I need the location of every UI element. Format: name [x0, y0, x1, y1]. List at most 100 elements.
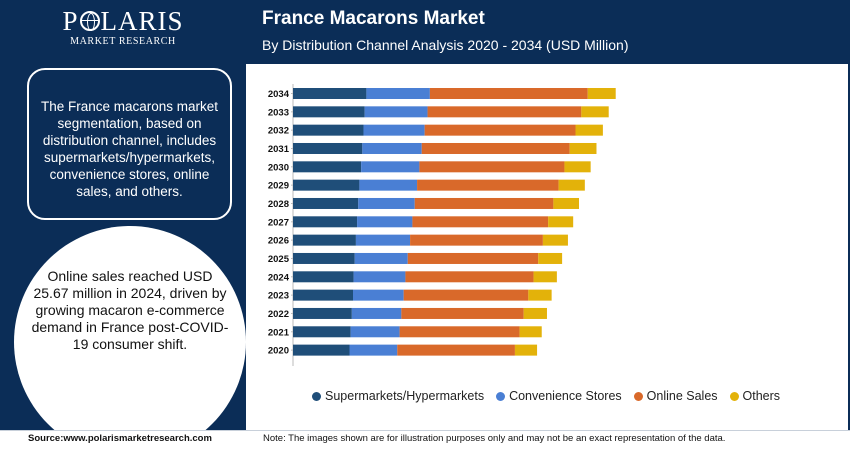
bar-segment	[397, 344, 515, 356]
header-band	[246, 0, 850, 64]
brand-name-first: P	[62, 6, 79, 36]
sidebar-panel: P LARIS MARKET RESEARCH The France macaro…	[0, 0, 246, 430]
bar-segment	[350, 326, 400, 338]
bar-segment	[424, 124, 576, 136]
bar-segment	[363, 124, 425, 136]
footer-bar	[0, 430, 850, 450]
bar-segment	[410, 234, 543, 246]
bar-segment	[359, 179, 418, 191]
legend-swatch	[312, 391, 321, 401]
bar-segment	[523, 307, 547, 319]
bar-segment	[293, 307, 352, 319]
globe-icon	[79, 11, 100, 31]
chart-legend: Supermarkets/Hypermarkets Convenience Sto…	[312, 389, 792, 403]
bar-segment	[351, 307, 402, 319]
chart-svg: 2034 2033 2032 2031 2030 2029 2028 2027 2026 2025…	[268, 84, 616, 366]
bar-segment	[362, 142, 422, 154]
y-tick-label: 2030	[268, 162, 289, 173]
legend-swatch	[729, 391, 739, 401]
bar-segment	[519, 326, 542, 338]
bar-segment	[575, 124, 603, 136]
bar-segment	[293, 252, 355, 264]
bar-segment	[427, 106, 582, 118]
bar-segment	[553, 197, 580, 209]
y-tick-label: 2025	[268, 254, 290, 265]
bar-segment	[293, 88, 367, 99]
bar-segment	[514, 344, 538, 356]
bar-segment	[403, 289, 529, 301]
bar-segment	[293, 106, 365, 118]
bar-segment	[293, 179, 360, 191]
bar-segment	[293, 344, 350, 356]
bar-segment	[587, 88, 616, 99]
bar-segment	[293, 142, 363, 154]
y-tick-label: 2024	[268, 272, 290, 283]
bar-segment	[354, 252, 408, 264]
bar-segment	[399, 326, 520, 338]
y-tick-label: 2026	[268, 236, 289, 247]
y-tick-label: 2031	[268, 144, 290, 155]
bar-segment	[293, 161, 362, 173]
legend-swatch	[496, 391, 506, 401]
segmentation-info-box: The France macarons market segmentation,…	[27, 68, 232, 220]
bar-segment	[293, 271, 354, 283]
bar-segment	[293, 289, 353, 301]
bar-segment	[414, 197, 554, 209]
bar-segment	[355, 234, 411, 246]
legend-label: Convenience Stores	[509, 389, 622, 403]
bar-segment	[349, 344, 398, 356]
y-tick-label: 2032	[268, 126, 289, 137]
bar-segment	[407, 252, 539, 264]
stacked-bar-chart: 2034 2033 2032 2031 2030 2029 2028 2027 2026 2025…	[246, 64, 850, 430]
bar-segment	[564, 161, 591, 173]
legend-label: Supermarkets/Hypermarkets	[325, 389, 485, 403]
legend-label: Online Sales	[646, 389, 718, 403]
bar-segment	[538, 252, 563, 264]
y-tick-label: 2021	[268, 327, 290, 338]
bar-segment	[429, 88, 588, 99]
bar-segment	[357, 216, 413, 228]
brand-name-rest: LARIS	[100, 6, 184, 36]
bar-segment	[569, 142, 597, 154]
bar-segment	[293, 234, 356, 246]
bar-segment	[353, 271, 406, 283]
y-tick-label: 2029	[268, 181, 289, 192]
chart-subtitle: By Distribution Channel Analysis 2020 - …	[262, 37, 629, 53]
legend-item: Convenience Stores	[496, 389, 622, 403]
bar-segment	[366, 88, 430, 99]
bar-segment	[548, 216, 574, 228]
bar-segment	[293, 124, 364, 136]
bar-segment	[581, 106, 609, 118]
y-tick-label: 2023	[268, 291, 289, 302]
bar-segment	[401, 307, 524, 319]
bar-segment	[293, 197, 359, 209]
highlight-circle	[14, 226, 246, 430]
bar-segment	[528, 289, 552, 301]
legend-swatch	[633, 391, 643, 401]
bar-segment	[405, 271, 534, 283]
bar-segment	[361, 161, 420, 173]
y-tick-label: 2033	[268, 107, 289, 118]
bar-segment	[542, 234, 568, 246]
bar-segment	[352, 289, 404, 301]
bar-segment	[358, 197, 415, 209]
bar-segment	[364, 106, 428, 118]
y-tick-label: 2022	[268, 309, 289, 320]
legend-item: Others	[729, 389, 781, 403]
brand-tagline: MARKET RESEARCH	[70, 36, 176, 47]
y-tick-label: 2028	[268, 199, 289, 210]
bar-segment	[421, 142, 570, 154]
bar-segment	[412, 216, 549, 228]
bar-segment	[417, 179, 559, 191]
bar-segment	[419, 161, 565, 173]
y-tick-label: 2034	[268, 89, 290, 100]
legend-label: Others	[742, 389, 781, 403]
legend-item: Online Sales	[633, 389, 718, 403]
legend-item: Supermarkets/Hypermarkets	[312, 389, 484, 403]
y-tick-label: 2027	[268, 217, 289, 228]
brand-logo: P LARIS MARKET RESEARCH	[0, 6, 246, 48]
chart-title: France Macarons Market	[262, 8, 485, 29]
highlight-text: Online sales reached USD 25.67 million i…	[31, 268, 229, 352]
disclaimer-note: Note: The images shown are for illustrat…	[263, 433, 726, 444]
bar-segment	[293, 326, 351, 338]
